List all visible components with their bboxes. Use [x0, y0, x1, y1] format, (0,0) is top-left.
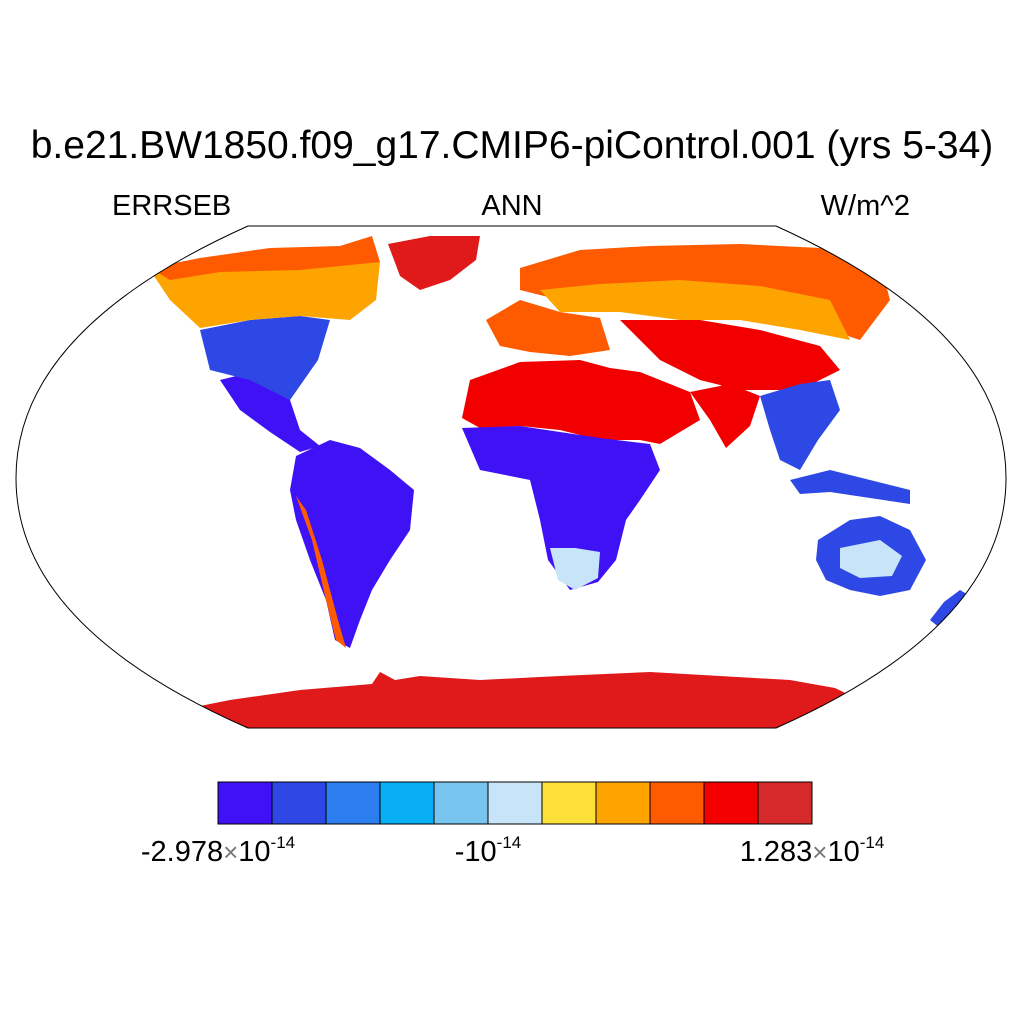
season-label: ANN — [481, 190, 543, 222]
colorbar-box — [217, 781, 273, 825]
colorbar-box — [379, 781, 435, 825]
region-europe — [486, 300, 610, 356]
colorbar-box — [595, 781, 651, 825]
region-indonesia — [790, 470, 910, 504]
colorbar-box — [703, 781, 759, 825]
region-antarctica — [120, 672, 900, 728]
region-south-america — [290, 440, 414, 648]
region-southern-africa — [550, 548, 600, 590]
region-arctic-north-america — [150, 236, 380, 280]
colorbar-box — [757, 781, 813, 825]
variable-name: ERRSEB — [112, 190, 232, 222]
region-central-asia — [620, 320, 840, 390]
colorbar-box — [325, 781, 381, 825]
region-eurasia-mid — [540, 280, 850, 340]
colorbar-max-label: 1.283×10-14 — [739, 833, 885, 868]
units-label: W/m^2 — [820, 190, 910, 222]
region-africa-south — [462, 426, 660, 590]
colorbar-box — [541, 781, 597, 825]
region-new-zealand — [930, 590, 970, 628]
region-india — [690, 384, 760, 448]
colorbar-box — [271, 781, 327, 825]
region-australia-interior — [840, 540, 902, 578]
land-fill — [120, 236, 970, 728]
colorbar-min-label: -2.978×10-14 — [140, 833, 296, 868]
colorbar-box — [649, 781, 705, 825]
region-central-america — [220, 370, 320, 452]
colorbar-mid-label: -10-14 — [454, 833, 522, 868]
map-outline — [15, 225, 1007, 729]
region-greenland — [388, 236, 480, 290]
plot-title: b.e21.BW1850.f09_g17.CMIP6-piControl.001… — [30, 124, 994, 167]
colorbar-box — [433, 781, 489, 825]
region-andes — [296, 496, 346, 648]
region-sahara-arabia — [462, 360, 700, 444]
colorbar-box — [487, 781, 543, 825]
region-na-east — [200, 316, 330, 400]
region-southeast-asia — [760, 380, 840, 470]
